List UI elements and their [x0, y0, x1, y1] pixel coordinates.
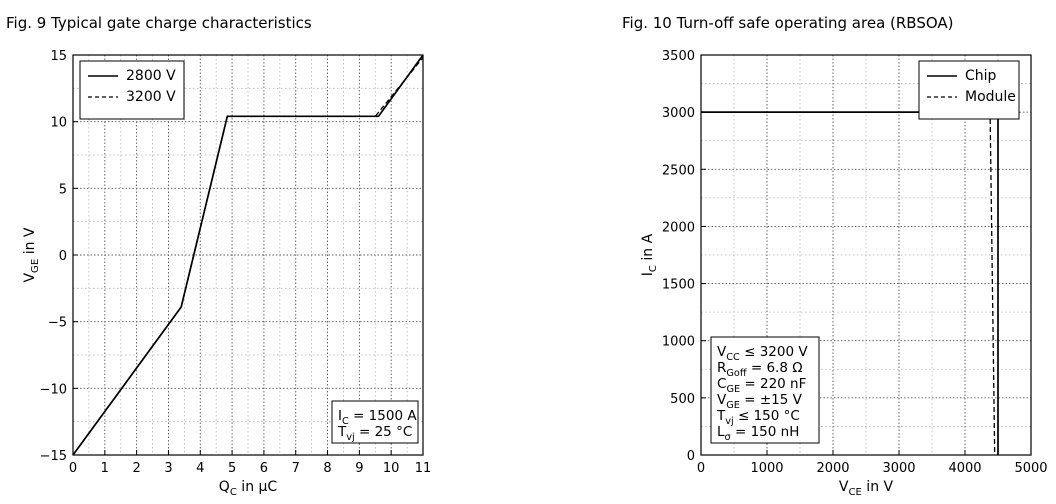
y-tick-label: 5: [59, 182, 67, 197]
x-tick-label: 1000: [750, 461, 783, 476]
x-tick-label: 5000: [1014, 461, 1047, 476]
y-tick-label: −10: [40, 382, 67, 397]
plot-frame: [72, 54, 424, 456]
legend-box: [918, 60, 1020, 120]
x-tick-label: 6: [260, 461, 268, 476]
y-tick-label: −15: [40, 449, 67, 464]
y-tick-label: −5: [48, 316, 67, 331]
series-line: [72, 57, 424, 456]
legend-box: [79, 60, 185, 120]
chart-title: Fig. 9 Typical gate charge characteristi…: [6, 14, 312, 32]
y-tick-label: 1500: [662, 278, 695, 293]
x-tick-label: 0: [697, 461, 705, 476]
y-tick-label: 0: [59, 249, 67, 264]
y-tick-label: 3000: [662, 106, 695, 121]
x-tick-label: 5: [228, 461, 236, 476]
x-tick-label: 7: [292, 461, 300, 476]
y-tick-label: 2000: [662, 220, 695, 235]
y-tick-label: 3500: [662, 49, 695, 64]
y-tick-label: 15: [50, 49, 67, 64]
x-tick-label: 1: [101, 461, 109, 476]
y-axis-label: VGE in V: [22, 227, 41, 282]
y-tick-label: 500: [670, 392, 695, 407]
x-tick-label: 10: [383, 461, 400, 476]
condition-text: Lσ = 150 nH: [717, 424, 799, 443]
x-tick-label: 4: [196, 461, 204, 476]
x-axis-label: QC in μC: [219, 479, 278, 498]
condition-text: Tvj ≤ 150 °C: [716, 408, 800, 427]
x-tick-label: 9: [355, 461, 363, 476]
legend: 2800 V 3200 V: [79, 60, 185, 120]
plot-frame: [700, 54, 1032, 456]
y-tick-label: 2500: [662, 163, 695, 178]
x-tick-label: 11: [415, 461, 432, 476]
x-tick-label: 4000: [948, 461, 981, 476]
x-tick-label: 0: [69, 461, 77, 476]
legend: Chip Module: [918, 60, 1020, 120]
y-tick-label: 0: [687, 449, 695, 464]
condition-text: IC = 1500 A: [338, 408, 417, 427]
condition-text: Tvj = 25 °C: [337, 424, 412, 443]
condition-text: VCC ≤ 3200 V: [717, 344, 808, 363]
y-tick-label: 10: [50, 116, 67, 131]
condition-text: VGE = ±15 V: [717, 392, 803, 411]
x-tick-label: 2000: [816, 461, 849, 476]
legend-label: Chip: [965, 68, 997, 84]
y-tick-label: 1000: [662, 335, 695, 350]
legend-label: Module: [965, 89, 1016, 105]
x-tick-label: 2: [132, 461, 140, 476]
y-axis-label: IC in A: [640, 233, 659, 276]
legend-label: 3200 V: [126, 89, 176, 105]
x-axis-label: VCE in V: [839, 479, 894, 498]
x-tick-label: 8: [323, 461, 331, 476]
condition-text: RGoff = 6.8 Ω: [717, 360, 803, 379]
x-tick-label: 3: [164, 461, 172, 476]
legend-label: 2800 V: [126, 68, 176, 84]
condition-text: CGE = 220 nF: [717, 376, 806, 395]
conditions-frame: [331, 400, 419, 444]
x-tick-label: 3000: [882, 461, 915, 476]
conditions-frame: [710, 336, 820, 444]
chart-title: Fig. 10 Turn-off safe operating area (RB…: [622, 14, 954, 32]
